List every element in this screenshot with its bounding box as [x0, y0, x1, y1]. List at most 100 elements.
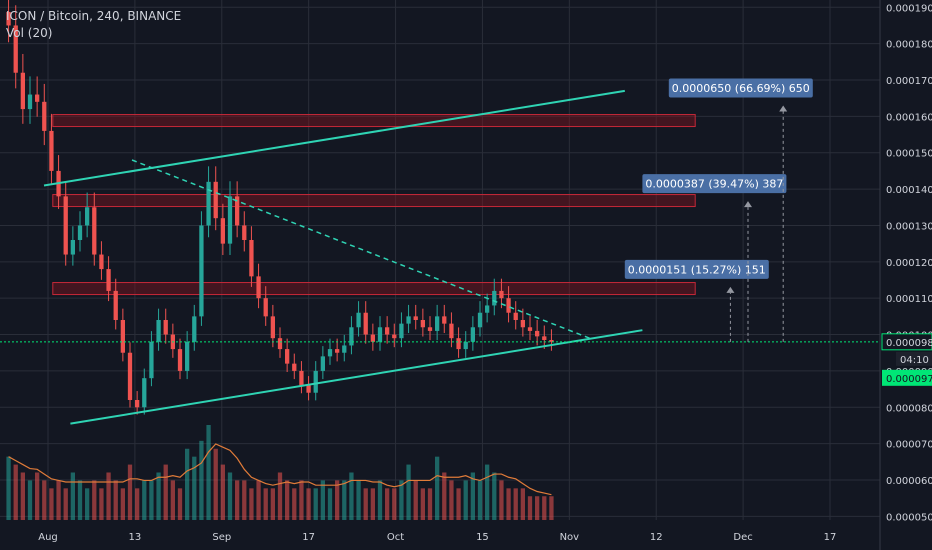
volume-indicator-label: Vol (20) [6, 26, 53, 40]
x-tick-label: 12 [650, 532, 663, 543]
volume-bar [177, 488, 183, 520]
candle [27, 94, 33, 110]
volume-bar [27, 480, 33, 520]
candle [142, 378, 147, 408]
measure-label-text: 0.0000151 (15.27%) 151 [628, 263, 766, 276]
volume-bar [549, 496, 554, 520]
candle [113, 290, 118, 320]
volume-bar [113, 480, 118, 520]
candle [92, 207, 97, 255]
candle [85, 207, 90, 226]
candle [435, 316, 440, 331]
resistance-zone [52, 282, 696, 296]
countdown-text: 04:10 [900, 355, 929, 366]
volume-bar [335, 480, 340, 520]
candle [449, 323, 454, 339]
volume-bar [363, 488, 368, 520]
candle [20, 72, 25, 110]
volume-bar [256, 480, 261, 520]
candle [320, 356, 325, 371]
candle [442, 316, 447, 324]
volume-bar [192, 456, 197, 520]
candle [256, 276, 261, 299]
volume-bar [506, 488, 511, 520]
measure-label-box[interactable] [642, 174, 787, 194]
candle [277, 338, 283, 350]
volume-bar [542, 496, 547, 520]
measure-label-box[interactable] [668, 78, 813, 98]
volume-bar [185, 448, 190, 520]
volume-bar [535, 496, 540, 520]
candle [199, 225, 204, 317]
volume-bar [420, 488, 425, 520]
volume-bar [242, 480, 247, 520]
volume-bar [156, 472, 161, 520]
candle [406, 316, 411, 324]
x-tick-label: Aug [38, 532, 58, 543]
current-price-tag [881, 333, 932, 351]
candle [327, 349, 333, 357]
volume-bar [135, 488, 140, 520]
candle [470, 327, 475, 342]
candle [192, 316, 197, 342]
volume-bar [492, 472, 497, 520]
volume-bar [227, 472, 233, 520]
x-tick-label: Oct [387, 532, 404, 543]
volume-bar [285, 480, 290, 520]
volume-bar [35, 472, 40, 520]
candle [120, 320, 125, 353]
volume-bar [70, 472, 75, 520]
candle [335, 349, 340, 353]
candle [299, 370, 304, 386]
volume-bar [342, 480, 347, 520]
volume-bar [220, 464, 225, 520]
candle [49, 130, 54, 171]
volume-bar [85, 488, 90, 520]
volume-bar [6, 456, 11, 520]
x-tick-label: 13 [129, 532, 142, 543]
volume-bar [277, 472, 283, 520]
candle [163, 320, 168, 335]
volume-bar [520, 488, 525, 520]
countdown-box [896, 351, 932, 366]
trendline[interactable] [70, 329, 643, 425]
candle [520, 320, 525, 328]
volume-bar [63, 488, 68, 520]
volume-bar [406, 464, 411, 520]
candle [149, 341, 154, 379]
trendline[interactable] [43, 89, 625, 187]
candle [177, 349, 183, 371]
x-tick-label: 15 [476, 532, 489, 543]
candle [349, 327, 354, 346]
candle [242, 225, 247, 240]
candle [492, 290, 497, 306]
volume-bar [392, 488, 397, 520]
volume-bar [149, 480, 154, 520]
candle [413, 316, 418, 320]
candle [156, 320, 161, 342]
last-price-value: 0.0000977 [886, 374, 932, 385]
symbol-title: ICON / Bitcoin, 240, BINANCE [6, 9, 182, 23]
measure-label-box[interactable] [624, 259, 769, 279]
volume-bar [13, 464, 18, 520]
volume-bar [56, 480, 61, 520]
volume-bar [306, 488, 311, 520]
volume-moving-average [8, 443, 552, 496]
candle [542, 336, 547, 340]
candle [356, 312, 361, 328]
volume-bar [356, 480, 361, 520]
descending-trendline[interactable] [131, 159, 590, 339]
volume-bar [463, 480, 468, 520]
last-price-tag [882, 369, 932, 386]
candle [392, 334, 397, 339]
volume-bar [499, 480, 504, 520]
candle [535, 330, 540, 337]
candle [6, 12, 11, 26]
